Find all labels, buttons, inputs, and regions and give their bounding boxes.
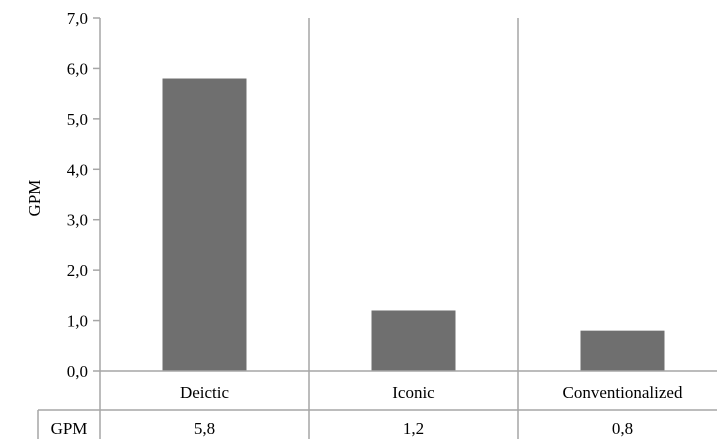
y-tick-label: 4,0 bbox=[67, 160, 88, 179]
data-label: 1,2 bbox=[403, 419, 424, 438]
x-tick-label: Deictic bbox=[180, 383, 230, 402]
y-tick-label: 5,0 bbox=[67, 110, 88, 129]
axes-group bbox=[93, 17, 717, 439]
y-tick-label: 3,0 bbox=[67, 211, 88, 230]
y-tick-label: 1,0 bbox=[67, 312, 88, 331]
y-tick-label: 0,0 bbox=[67, 362, 88, 381]
data-table: Deictic 5,8 Iconic 1,2 Conventionalized 0,8 GP… bbox=[37, 383, 717, 439]
x-tick-label: Conventionalized bbox=[563, 383, 683, 402]
bar-conventionalized bbox=[580, 330, 665, 371]
y-tick-labels: 0,0 1,0 2,0 3,0 4,0 5,0 6,0 7,0 bbox=[67, 9, 88, 381]
y-tick-label: 2,0 bbox=[67, 261, 88, 280]
bar-deictic bbox=[162, 78, 247, 371]
data-label: 5,8 bbox=[194, 419, 215, 438]
data-label: 0,8 bbox=[612, 419, 633, 438]
y-tick-label: 6,0 bbox=[67, 59, 88, 78]
bar-iconic bbox=[371, 310, 456, 371]
y-tick-label: 7,0 bbox=[67, 9, 88, 28]
y-axis-label: GPM bbox=[25, 180, 44, 217]
bars-group bbox=[162, 78, 665, 371]
x-tick-label: Iconic bbox=[392, 383, 435, 402]
table-row-label: GPM bbox=[51, 419, 88, 438]
